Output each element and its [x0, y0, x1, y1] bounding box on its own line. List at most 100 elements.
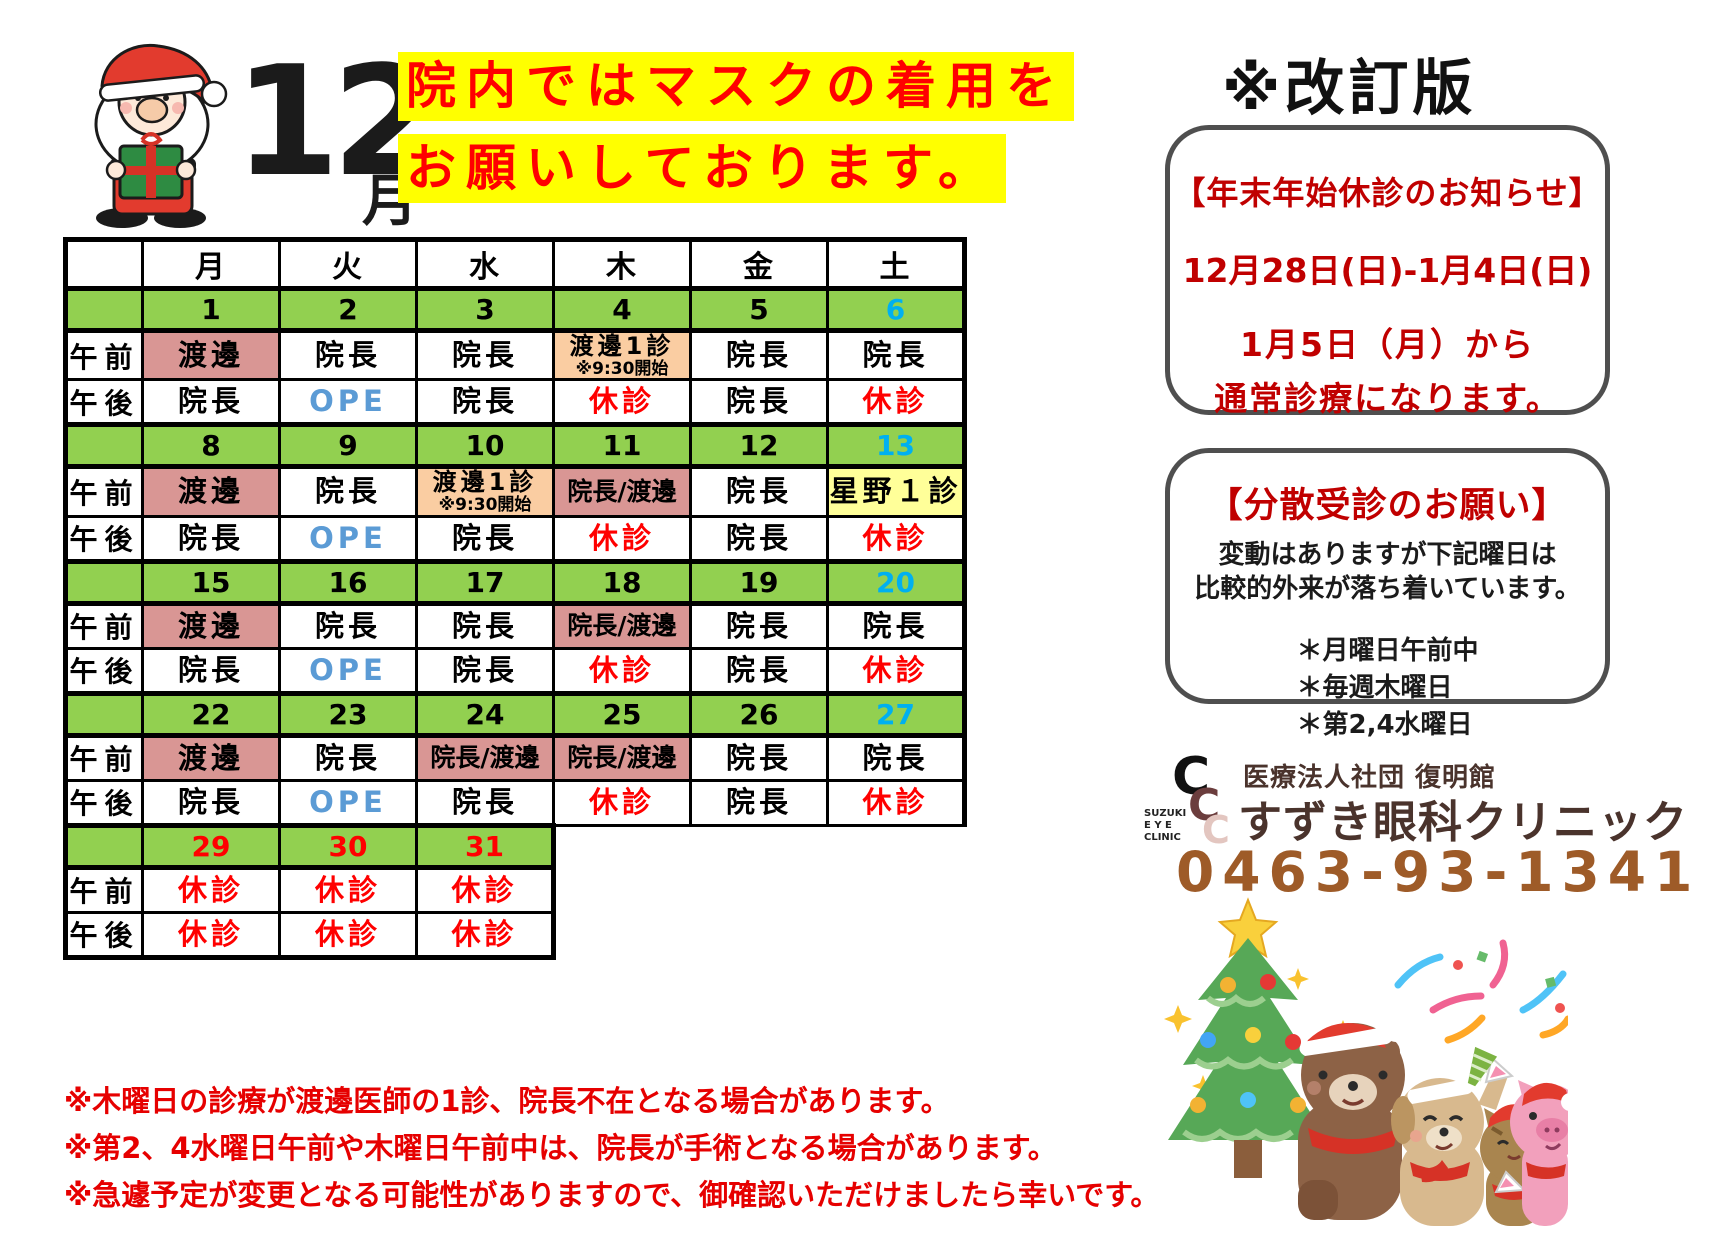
date-cell: 18 — [552, 558, 692, 606]
svg-text:SUZUKI: SUZUKI — [1144, 808, 1186, 819]
date-cell: 2 — [278, 286, 418, 333]
period-label-am: 午前 — [63, 733, 144, 782]
blank-cell — [553, 912, 691, 958]
date-cell: 10 — [415, 422, 555, 470]
day-header-6: 土 — [826, 237, 967, 290]
schedule-cell: OPE — [278, 646, 418, 695]
date-cell: 15 — [141, 558, 281, 606]
date-cell: 19 — [689, 558, 829, 606]
schedule-cell: 休診 — [278, 865, 418, 914]
date-cell: 1 — [141, 286, 281, 333]
date-cell: 29 — [141, 822, 281, 870]
date-cell: 16 — [278, 558, 418, 606]
revision-label: ※改訂版 — [1222, 54, 1477, 124]
blank-cell — [553, 825, 691, 868]
blank-cell — [553, 867, 691, 913]
schedule-cell: OPE — [278, 514, 418, 563]
date-row-label — [63, 286, 144, 333]
blank-cell — [827, 867, 965, 913]
schedule-cell: 休診 — [141, 910, 281, 960]
svg-text:C: C — [1202, 808, 1230, 848]
blank-cell — [827, 912, 965, 958]
schedule-cell: 院長 — [141, 778, 281, 827]
dispersion-notice-box: 【分散受診のお願い】 変動はありますが下記曜日は 比較的外来が落ち着いています。… — [1165, 448, 1610, 740]
schedule-cell: 院長 — [278, 601, 418, 650]
clinic-phone-number: 0463-93-1341 — [1176, 840, 1701, 904]
schedule-cell: 渡邊 — [141, 601, 281, 650]
date-cell: 31 — [415, 822, 556, 870]
schedule-cell: 院長/渡邊 — [415, 733, 555, 782]
period-label-pm: 午後 — [63, 910, 144, 960]
schedule-cell: 院長 — [415, 778, 555, 827]
schedule-cell: 院長 — [689, 646, 829, 695]
blank-cell — [690, 825, 828, 868]
schedule-cell: 院長 — [415, 646, 555, 695]
dispersion-title: 【分散受診のお願い】 — [1207, 486, 1568, 526]
schedule-cell: 休診 — [552, 778, 692, 827]
schedule-cell: 院長 — [141, 514, 281, 563]
date-cell: 12 — [689, 422, 829, 470]
schedule-cell: 休診 — [415, 910, 556, 960]
period-label-pm: 午後 — [63, 646, 144, 695]
date-cell: 8 — [141, 422, 281, 470]
date-cell: 25 — [552, 690, 692, 738]
date-row-label — [63, 558, 144, 606]
holiday-resume-line1: 1月5日（月）から — [1240, 325, 1535, 364]
schedule-cell: 休診 — [826, 646, 967, 695]
schedule-cell: 休診 — [826, 514, 967, 563]
holiday-notice-box: 【年末年始休診のお知らせ】 12月28日(日)-1月4日(日) 1月5日（月）か… — [1165, 125, 1610, 418]
schedule-table: 月火水木金土 1 2 3 4 5 6 午前 渡邊 院長 院長 渡邊1診 ※9:30開始 院長 院長 午後 院長 O… — [63, 237, 967, 960]
period-label-pm: 午後 — [63, 378, 144, 427]
schedule-cell: 院長 — [826, 733, 967, 782]
schedule-cell: 院長 — [689, 328, 829, 382]
dispersion-bullets: ＊月曜日午前中 ＊毎週木曜日 ＊第2,4水曜日 — [1296, 633, 1478, 744]
schedule-cell: 院長 — [689, 514, 829, 563]
dispersion-body-line2: 比較的外来が落ち着いています。 — [1194, 574, 1581, 604]
date-row-label — [63, 822, 144, 870]
clinic-logo-icon: C C C SUZUKI E Y E CLINIC — [1144, 748, 1230, 848]
date-cell: 30 — [278, 822, 418, 870]
schedule-cell: 院長 — [141, 378, 281, 427]
schedule-cell: 渡邊 — [141, 328, 281, 382]
svg-text:E Y E: E Y E — [1144, 820, 1172, 831]
date-cell: 22 — [141, 690, 281, 738]
schedule-cell: 院長 — [689, 733, 829, 782]
schedule-cell: 院長/渡邊 — [552, 601, 692, 650]
schedule-cell: 院長 — [141, 646, 281, 695]
schedule-cell: 院長 — [278, 733, 418, 782]
schedule-cell: 院長/渡邊 — [552, 465, 692, 518]
date-cell: 4 — [552, 286, 692, 333]
schedule-cell: 休診 — [141, 865, 281, 914]
blank-cell — [690, 912, 828, 958]
holiday-notice-title: 【年末年始休診のお知らせ】 — [1173, 174, 1602, 212]
mask-notice-line1: 院内ではマスクの着用を — [398, 52, 1074, 121]
schedule-cell: 渡邊 — [141, 465, 281, 518]
date-cell: 27 — [826, 690, 967, 738]
svg-text:CLINIC: CLINIC — [1144, 832, 1181, 843]
dispersion-bullet-1: ＊月曜日午前中 — [1296, 636, 1479, 666]
schedule-cell: 院長 — [278, 328, 418, 382]
schedule-cell: 院長 — [415, 514, 555, 563]
santa-illustration — [94, 43, 228, 228]
footer-note-1: ※木曜日の診療が渡邊医師の1診、院長不在となる場合があります。 — [64, 1084, 950, 1118]
schedule-cell: 院長 — [689, 778, 829, 827]
schedule-cell: 院長 — [826, 601, 967, 650]
schedule-cell: 院長 — [415, 378, 555, 427]
mask-notice-line2: お願いしております。 — [398, 134, 1006, 203]
period-label-am: 午前 — [63, 601, 144, 650]
mask-notice: 院内ではマスクの着用を お願いしております。 — [398, 52, 1074, 203]
day-header-4: 木 — [552, 237, 692, 290]
blank-cell — [827, 825, 965, 868]
schedule-cell: 院長 — [826, 328, 967, 382]
schedule-cell: 院長/渡邊 — [552, 733, 692, 782]
month-header: 12 月 — [62, 28, 438, 238]
svg-text:C: C — [1172, 748, 1210, 807]
svg-text:C: C — [1188, 780, 1220, 831]
clinic-organization: 医療法人社団 復明館 — [1243, 763, 1497, 793]
date-cell: 26 — [689, 690, 829, 738]
holiday-period: 12月28日(日)-1月4日(日) — [1182, 251, 1593, 290]
date-cell: 20 — [826, 558, 967, 606]
schedule-cell: 院長 — [689, 465, 829, 518]
day-header-1: 月 — [141, 237, 281, 290]
date-row-label — [63, 422, 144, 470]
